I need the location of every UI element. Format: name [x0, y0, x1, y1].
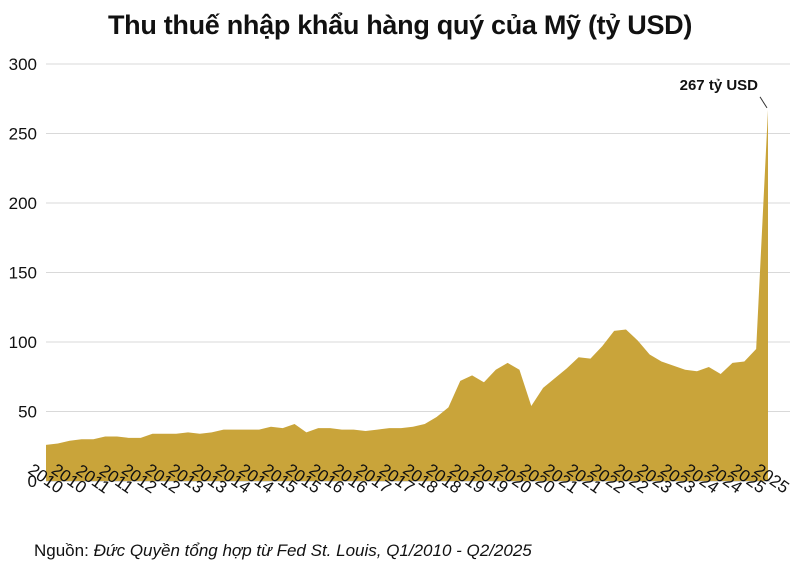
- annotation-label: 267 tỷ USD: [680, 77, 759, 94]
- y-tick-label: 0: [28, 472, 37, 491]
- annotation-layer: 267 tỷ USD: [680, 77, 768, 109]
- y-tick-label: 250: [9, 125, 37, 144]
- annotation-leader: [759, 96, 768, 109]
- y-tick-label: 100: [9, 333, 37, 352]
- y-tick-label: 50: [18, 403, 37, 422]
- area-series: [46, 109, 768, 482]
- source-text: Đức Quyền tổng hợp từ Fed St. Louis, Q1/…: [93, 541, 532, 560]
- area-layer: [46, 109, 768, 482]
- source-prefix: Nguồn:: [34, 541, 89, 560]
- y-tick-label: 300: [9, 55, 37, 74]
- y-tick-label: 200: [9, 194, 37, 213]
- y-tick-label: 150: [9, 264, 37, 283]
- source-note: Nguồn: Đức Quyền tổng hợp từ Fed St. Lou…: [34, 541, 532, 561]
- chart-title: Thu thuế nhập khẩu hàng quý của Mỹ (tỷ U…: [107, 10, 693, 40]
- y-axis: 0 50 100 150 200 250 300: [9, 55, 37, 491]
